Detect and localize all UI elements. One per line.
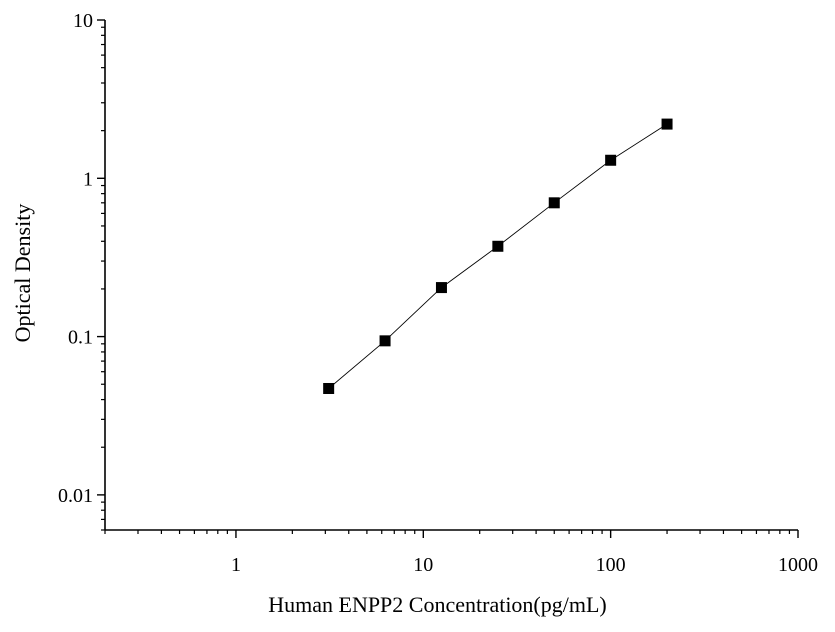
data-point-marker: [435, 282, 447, 294]
x-tick-label: 1: [231, 554, 241, 576]
data-point-marker: [492, 240, 504, 252]
axes: [104, 20, 798, 531]
x-tick-label: 1000: [778, 554, 818, 576]
x-axis-title: Human ENPP2 Concentration(pg/mL): [268, 592, 607, 617]
tick-labels: 1 10 100 1000 0.01 0.1 1 10: [58, 10, 818, 576]
y-tick-label: 0.01: [58, 485, 93, 507]
data-point-marker: [661, 118, 673, 130]
x-tick-label: 10: [413, 554, 433, 576]
y-tick-label: 10: [73, 10, 93, 32]
y-axis-title: Optical Density: [10, 204, 35, 343]
x-tick-label: 100: [596, 554, 626, 576]
data-point-marker: [605, 154, 617, 166]
y-tick-label: 0.1: [68, 327, 93, 349]
y-tick-label: 1: [83, 168, 93, 190]
data-point-marker: [379, 335, 391, 347]
ticks: [97, 19, 799, 538]
data-point-marker: [323, 382, 335, 394]
series-line: [328, 123, 668, 389]
series-layer: [323, 118, 673, 394]
data-point-marker: [548, 197, 560, 209]
